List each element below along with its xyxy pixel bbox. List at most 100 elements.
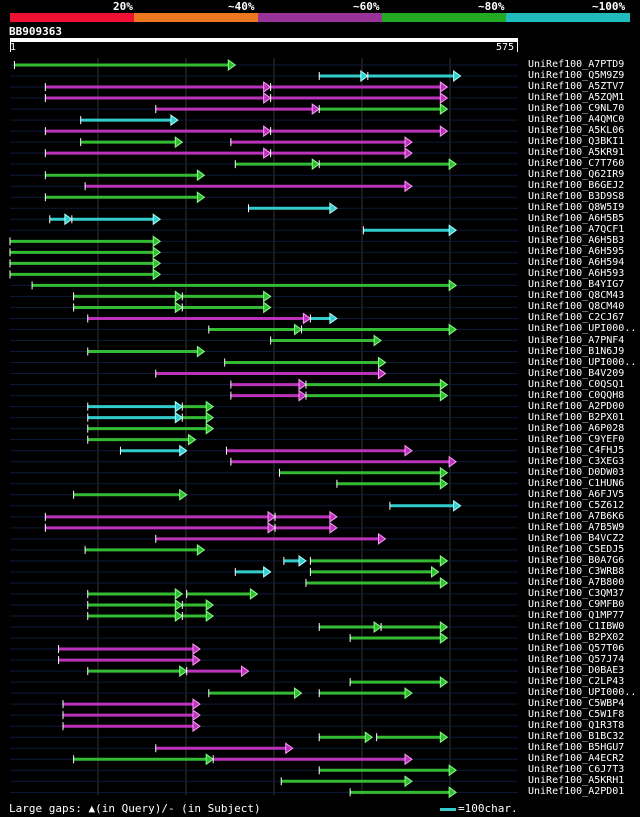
- segment-arrowhead: [377, 367, 387, 380]
- hit-label[interactable]: UniRef100_Q1R3T8: [528, 720, 625, 732]
- hit-label[interactable]: UniRef100_B3D9S8: [528, 191, 625, 203]
- hit-label[interactable]: UniRef100_A5ZQM1: [528, 92, 625, 104]
- query-start-label: 1: [10, 42, 17, 53]
- hit-label[interactable]: UniRef100_A7B6K6: [528, 510, 625, 522]
- segment-arrowhead: [404, 687, 413, 700]
- segment-arrowhead: [364, 731, 374, 744]
- hit-label[interactable]: UniRef100_Q57J74: [528, 654, 625, 666]
- segment-arrowhead: [439, 576, 449, 589]
- hit-label[interactable]: UniRef100_C0QSQ1: [528, 378, 625, 390]
- segment-arrowhead: [179, 444, 188, 457]
- segment-arrowhead: [174, 290, 184, 303]
- hit-label[interactable]: UniRef100_A7PTD9: [528, 59, 625, 70]
- hit-label[interactable]: UniRef100_C5WBP4: [528, 698, 625, 710]
- hit-label[interactable]: UniRef100_C5Z612: [528, 499, 625, 511]
- hit-label[interactable]: UniRef100_B5HGU7: [528, 742, 625, 754]
- hit-label[interactable]: UniRef100_A6FJV5: [528, 488, 625, 500]
- hit-label[interactable]: UniRef100_C1IBW0: [528, 621, 625, 633]
- hit-label[interactable]: UniRef100_A6H5B3: [528, 235, 625, 247]
- hit-label[interactable]: UniRef100_B1N6J9: [528, 345, 625, 357]
- hit-label[interactable]: UniRef100_D0DW03: [528, 466, 625, 478]
- segment-arrowhead: [227, 59, 237, 71]
- hit-label[interactable]: UniRef100_C4FHJ5: [528, 444, 625, 456]
- hit-label[interactable]: UniRef100_A5KR91: [528, 147, 625, 159]
- segment-arrowhead: [249, 587, 259, 600]
- segment-arrowhead: [448, 786, 458, 799]
- segment-arrowhead: [373, 621, 382, 633]
- segment-arrowhead: [448, 323, 458, 336]
- segment-arrowhead: [196, 543, 206, 556]
- hit-label[interactable]: UniRef100_A6H594: [528, 257, 625, 269]
- segment-arrowhead: [192, 654, 201, 667]
- legend-label-4: ~80%: [478, 0, 505, 13]
- hit-label[interactable]: UniRef100_A6H593: [528, 268, 625, 280]
- segment-arrowhead: [174, 136, 184, 149]
- hit-label[interactable]: UniRef100_C1HUN6: [528, 477, 625, 489]
- segment-arrowhead: [241, 665, 250, 678]
- segment-arrowhead: [179, 488, 188, 501]
- hit-label[interactable]: UniRef100_C9MFB0: [528, 598, 625, 610]
- segment-arrowhead: [439, 731, 449, 744]
- segment-arrowhead: [205, 610, 215, 622]
- hit-label[interactable]: UniRef100_C5EDJ5: [528, 543, 625, 555]
- hit-label[interactable]: UniRef100_C3QM37: [528, 587, 625, 599]
- hit-label[interactable]: UniRef100_B4YIG7: [528, 279, 625, 291]
- hit-label[interactable]: UniRef100_UPI000..: [528, 356, 637, 368]
- scale-label: =100char.: [458, 802, 518, 815]
- hit-label[interactable]: UniRef100_A2PD01: [528, 786, 625, 798]
- segment-arrowhead: [196, 191, 206, 204]
- hit-label[interactable]: UniRef100_A7PNF4: [528, 334, 625, 346]
- hit-label[interactable]: UniRef100_UPI000..: [528, 323, 637, 335]
- hit-label[interactable]: UniRef100_B2PX02: [528, 632, 625, 644]
- hit-label[interactable]: UniRef100_Q8CM40: [528, 301, 625, 313]
- hit-label[interactable]: UniRef100_B4VCZ2: [528, 532, 625, 544]
- hit-label[interactable]: UniRef100_Q62IR9: [528, 169, 625, 181]
- hit-label[interactable]: UniRef100_C9YEF0: [528, 433, 625, 445]
- hit-label[interactable]: UniRef100_C2LP43: [528, 676, 625, 688]
- hit-label[interactable]: UniRef100_Q5M9Z9: [528, 70, 625, 82]
- hit-label[interactable]: UniRef100_A2PD00: [528, 400, 625, 412]
- segment-arrowhead: [196, 169, 206, 182]
- hit-label[interactable]: UniRef100_B6GEJ2: [528, 180, 625, 192]
- hit-label[interactable]: UniRef100_B4V209: [528, 367, 625, 379]
- hit-label[interactable]: UniRef100_Q57T06: [528, 643, 625, 655]
- segment-arrowhead: [448, 455, 458, 468]
- hit-label[interactable]: UniRef100_C0QQH8: [528, 389, 625, 401]
- hit-label[interactable]: UniRef100_Q3BKI1: [528, 136, 625, 148]
- hit-label[interactable]: UniRef100_B0A7G6: [528, 554, 625, 566]
- legend-segment-4: [382, 13, 506, 22]
- hit-label[interactable]: UniRef100_A5ZTV7: [528, 81, 625, 93]
- hit-label[interactable]: UniRef100_Q8W5I9: [528, 202, 625, 214]
- segment-arrowhead: [192, 698, 201, 711]
- hit-label[interactable]: UniRef100_C5W1F8: [528, 709, 625, 721]
- hit-label[interactable]: UniRef100_B1BC32: [528, 731, 625, 743]
- hit-label[interactable]: UniRef100_D0BAE3: [528, 665, 625, 677]
- hit-label[interactable]: UniRef100_A5KRH1: [528, 775, 625, 787]
- hit-label[interactable]: UniRef100_C3XEG3: [528, 455, 625, 467]
- hit-label[interactable]: UniRef100_A6P028: [528, 422, 625, 434]
- hit-label[interactable]: UniRef100_C7T760: [528, 158, 625, 170]
- hit-label[interactable]: UniRef100_A7QCF1: [528, 224, 625, 236]
- hit-label[interactable]: UniRef100_A7B800: [528, 576, 625, 588]
- hit-label[interactable]: UniRef100_A4ECR2: [528, 753, 625, 765]
- segment-arrowhead: [439, 466, 449, 479]
- hit-label[interactable]: UniRef100_Q1MP77: [528, 610, 625, 621]
- hit-label[interactable]: UniRef100_A5KL06: [528, 125, 625, 137]
- hit-label[interactable]: UniRef100_A6H595: [528, 246, 625, 258]
- hit-label[interactable]: UniRef100_A6H5B5: [528, 213, 625, 225]
- hit-label[interactable]: UniRef100_Q8CM43: [528, 290, 625, 302]
- hit-label[interactable]: UniRef100_C9NL70: [528, 103, 625, 115]
- hit-label[interactable]: UniRef100_A7B5W9: [528, 521, 625, 533]
- hit-label[interactable]: UniRef100_C2CJ67: [528, 312, 625, 324]
- hit-label[interactable]: UniRef100_A4QMC0: [528, 114, 625, 126]
- segment-arrowhead: [64, 213, 73, 226]
- segment-arrowhead: [439, 621, 449, 633]
- segment-arrowhead: [152, 268, 162, 281]
- hit-label[interactable]: UniRef100_C6J7T3: [528, 764, 625, 776]
- query-bar: [10, 38, 518, 42]
- segment-arrowhead: [430, 565, 440, 578]
- segment-arrowhead: [192, 709, 201, 722]
- hit-label[interactable]: UniRef100_B2PX01: [528, 411, 625, 423]
- hit-label[interactable]: UniRef100_C3WRB8: [528, 565, 625, 577]
- hit-label[interactable]: UniRef100_UPI000..: [528, 687, 637, 699]
